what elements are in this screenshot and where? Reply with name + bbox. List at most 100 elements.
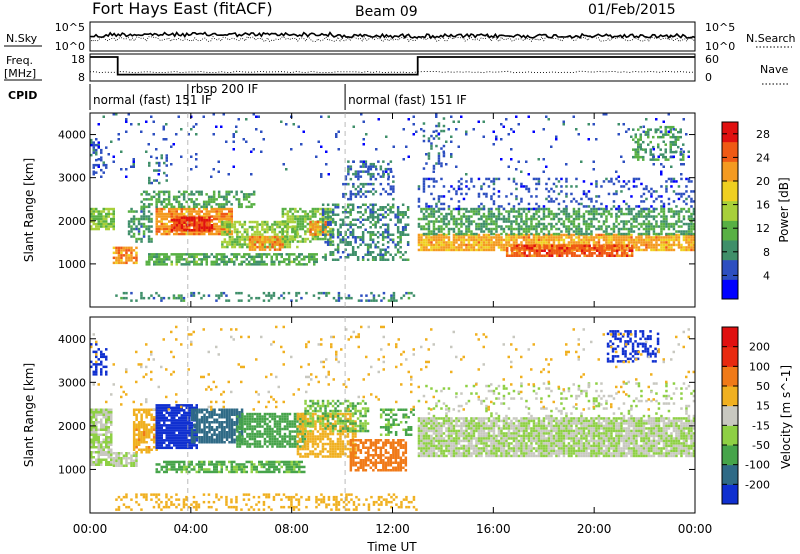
chart-0-cell — [177, 190, 181, 194]
chart-1-cell — [102, 438, 105, 441]
chart-0-cell — [399, 238, 402, 241]
chart-0-cell — [188, 210, 191, 213]
chart-0-cell — [492, 236, 496, 239]
chart-1-cell — [127, 452, 131, 455]
chart-0-cell — [442, 236, 446, 239]
chart-0-cell — [90, 225, 93, 228]
chart-0-cell — [485, 241, 488, 244]
chart-0-cell — [482, 230, 486, 233]
chart-0-cell — [654, 128, 657, 131]
chart-0-cell — [555, 247, 559, 250]
chart-0-cell — [540, 254, 544, 257]
chart-0-cell — [425, 243, 428, 247]
chart-0-cell — [552, 200, 556, 203]
chart-0-cell — [685, 246, 688, 249]
chart-0-cell — [356, 256, 360, 259]
chart-0-cell — [228, 235, 232, 239]
chart-0-cell — [321, 256, 325, 259]
chart-0-cell — [137, 237, 141, 241]
chart-0-cell — [236, 243, 239, 246]
chart-1-cell — [115, 462, 118, 465]
chart-0-cell — [321, 213, 325, 216]
chart-0-cell — [396, 236, 400, 239]
chart-0-cell — [532, 130, 535, 133]
power-colorbar-label: Power [dB] — [777, 177, 791, 242]
chart-0-cell — [365, 294, 368, 297]
chart-0-cell — [575, 244, 579, 247]
chart-1-cell — [102, 416, 105, 419]
chart-0-cell — [261, 225, 264, 229]
chart-0-cell — [652, 246, 656, 249]
chart-0-cell — [228, 210, 231, 213]
chart-0-cell — [369, 251, 372, 254]
chart-0-cell — [140, 225, 143, 228]
chart-0-cell — [230, 220, 233, 223]
chart-0-cell — [371, 218, 375, 221]
chart-0-cell — [425, 153, 428, 156]
chart-0-cell — [127, 230, 131, 233]
chart-0-cell — [545, 252, 549, 255]
chart-0-cell — [547, 238, 551, 242]
chart-0-cell — [296, 232, 300, 236]
chart-0-cell — [558, 249, 561, 252]
chart-0-cell — [371, 256, 375, 259]
chart-1-cell — [130, 457, 133, 460]
chart-0-cell — [331, 203, 335, 206]
chart-0-cell — [510, 207, 513, 211]
chart-0-cell — [645, 248, 648, 252]
chart-0-cell — [432, 207, 436, 211]
chart-0-cell — [288, 243, 292, 246]
chart-0-cell — [585, 195, 588, 198]
chart-1-cell — [95, 423, 98, 426]
chart-0-cell — [163, 212, 166, 216]
chart-0-cell — [212, 193, 216, 196]
chart-0-cell — [592, 205, 596, 208]
chart-0-cell — [640, 222, 643, 226]
chart-0-cell — [585, 238, 588, 242]
chart-0-cell — [460, 217, 463, 221]
chart-0-cell — [565, 177, 568, 181]
chart-0-cell — [170, 205, 173, 209]
chart-0-cell — [208, 230, 211, 233]
chart-0-cell — [422, 167, 426, 170]
chart-0-cell — [485, 195, 488, 198]
chart-0-cell — [132, 227, 136, 231]
chart-0-cell — [567, 220, 571, 223]
chart-0-cell — [200, 221, 204, 224]
chart-0-cell — [251, 225, 254, 229]
chart-0-cell — [304, 240, 307, 243]
chart-0-cell — [615, 225, 618, 228]
chart-0-cell — [125, 246, 128, 250]
chart-0-cell — [335, 135, 338, 138]
chart-0-cell — [382, 175, 385, 178]
chart-1-cell — [92, 416, 95, 419]
chart-0-cell — [374, 256, 377, 259]
chart-0-cell — [692, 222, 696, 226]
chart-0-cell — [296, 225, 300, 228]
chart-0-cell — [580, 249, 584, 252]
chart-1-cell — [95, 428, 98, 431]
chart-0-cell — [487, 227, 491, 231]
chart-0-cell — [645, 236, 648, 239]
chart-0-cell — [420, 233, 423, 237]
chart-0-cell — [582, 217, 586, 221]
chart-0-cell — [532, 217, 536, 221]
chart-1-cell — [102, 458, 105, 461]
chart-0-cell — [183, 263, 186, 266]
chart-0-cell — [182, 205, 186, 209]
chart-0-cell — [512, 248, 516, 252]
chart-0-cell — [625, 202, 628, 206]
chart-0-cell — [276, 223, 279, 226]
chart-0-cell — [237, 118, 240, 121]
chart-1-cell — [90, 413, 93, 416]
chart-0-cell — [567, 232, 571, 236]
chart-0-cell — [311, 225, 315, 229]
chart-0-cell — [200, 253, 203, 256]
chart-0-cell — [692, 207, 696, 211]
chart-0-cell — [460, 220, 463, 223]
chart-0-cell — [692, 236, 696, 239]
chart-0-cell — [374, 233, 377, 236]
chart-0-cell — [507, 215, 511, 218]
chart-1-cell — [120, 464, 123, 467]
chart-0-cell — [485, 192, 488, 196]
